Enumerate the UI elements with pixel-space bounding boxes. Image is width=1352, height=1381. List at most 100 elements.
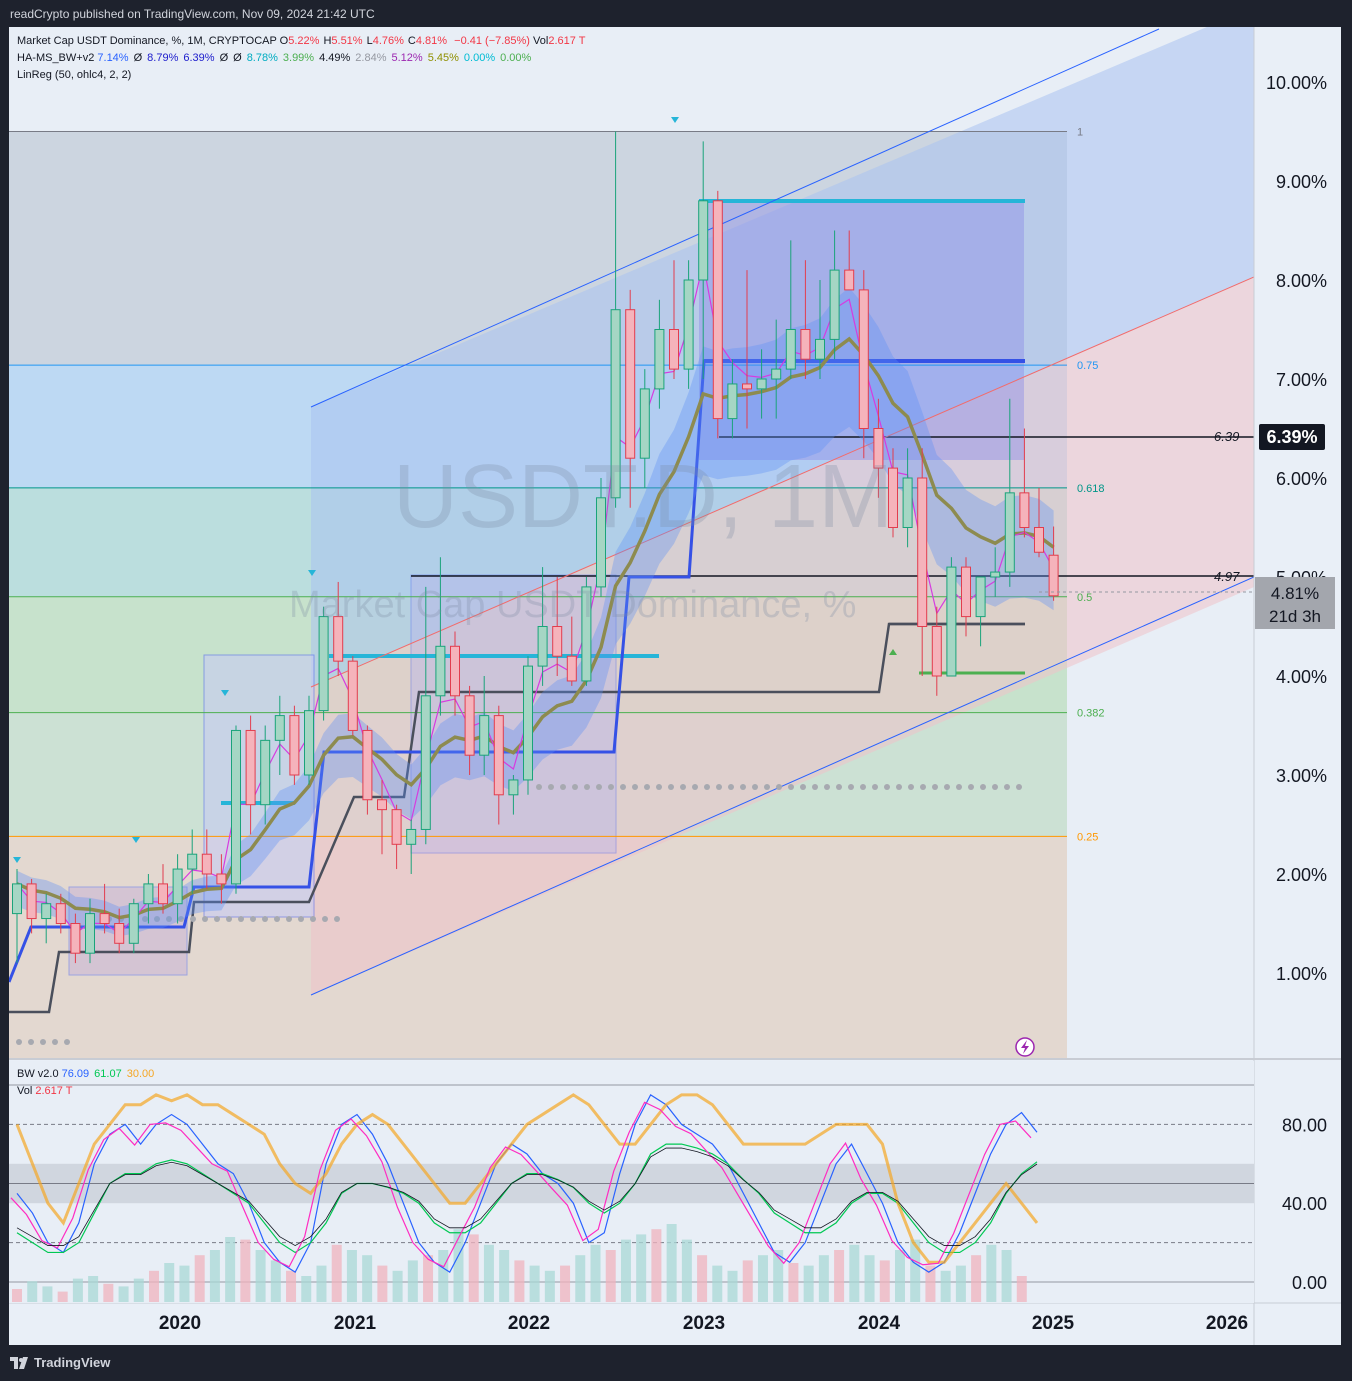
- dot: [668, 784, 674, 790]
- volume-bar: [712, 1265, 723, 1302]
- candle: [128, 898, 139, 954]
- vol-value: 2.617 T: [548, 35, 586, 47]
- ohlc-value: 5.22%: [288, 35, 320, 47]
- candle: [231, 725, 241, 894]
- sub-y-tick-label: 80.00: [1282, 1115, 1327, 1135]
- dot: [728, 784, 734, 790]
- ohlc-value: 4.76%: [372, 35, 404, 47]
- dot: [190, 916, 196, 922]
- y-tick-label: 8.00%: [1276, 271, 1327, 291]
- candle: [625, 289, 636, 508]
- dot: [692, 784, 698, 790]
- tradingview-logo[interactable]: TradingView: [10, 1355, 110, 1370]
- candle: [362, 725, 373, 815]
- candle-body: [172, 868, 183, 905]
- volume-bar: [544, 1270, 555, 1302]
- candle: [1048, 526, 1059, 601]
- candle-body: [756, 378, 767, 390]
- chart-svg[interactable]: 1 0.75 0.618 0.5 0.382 0.25 USDT.D, 1M Market …: [9, 27, 1341, 1345]
- candle-body: [508, 779, 519, 796]
- candle-body: [143, 883, 154, 905]
- candle: [523, 656, 533, 795]
- ma-cloud: [17, 287, 1054, 937]
- ha-value: 8.79%: [147, 52, 179, 64]
- candle-body: [245, 729, 256, 806]
- bw-legend[interactable]: BW v2.0 76.09 61.07 30.00: [17, 1068, 159, 1080]
- chart-frame[interactable]: 1 0.75 0.618 0.5 0.382 0.25 USDT.D, 1M Market …: [9, 27, 1341, 1345]
- candle-body: [1019, 492, 1030, 529]
- dot: [142, 916, 148, 922]
- channel-upper-fill: [311, 27, 1254, 687]
- candle-body: [858, 289, 869, 429]
- ha-name: HA-MS_BW+v2: [17, 52, 95, 64]
- candle: [1034, 487, 1044, 558]
- candle: [610, 131, 621, 508]
- candle: [800, 260, 811, 379]
- main-legend[interactable]: Market Cap USDT Dominance, %, 1M, CRYPTO…: [17, 35, 585, 47]
- dot: [596, 784, 602, 790]
- dot: [572, 784, 578, 790]
- candle: [187, 829, 198, 894]
- dot: [908, 784, 914, 790]
- candle: [347, 656, 358, 736]
- dot: [238, 916, 244, 922]
- candle-body: [566, 655, 577, 682]
- candle: [931, 606, 942, 696]
- candle: [304, 695, 314, 785]
- candle-body: [829, 269, 840, 340]
- vol-legend[interactable]: Vol 2.617 T: [17, 1085, 72, 1097]
- ohlc-value: 5.51%: [331, 35, 363, 47]
- lightning-icon[interactable]: [1015, 1037, 1035, 1057]
- ha-value: Ø: [233, 52, 242, 64]
- ha-values: 7.14% Ø 8.79% 6.39% Ø Ø 8.78% 3.99% 4.49% 2.84% 5.…: [97, 52, 536, 64]
- volume-bar: [316, 1265, 327, 1302]
- dot: [202, 916, 208, 922]
- volume-bar: [179, 1265, 190, 1302]
- volume-bar: [438, 1250, 449, 1302]
- volume-bar: [849, 1244, 860, 1302]
- candle-body: [435, 645, 446, 697]
- candle: [975, 576, 986, 647]
- candle-body: [289, 715, 300, 776]
- candle-body: [727, 383, 738, 420]
- x-tick-label: 2024: [858, 1313, 901, 1334]
- candle-body: [493, 715, 504, 796]
- volume-bar: [955, 1265, 966, 1302]
- volume-bar: [514, 1260, 525, 1302]
- volume-bar: [27, 1281, 38, 1302]
- volume-bar: [697, 1255, 708, 1302]
- candle: [946, 557, 957, 677]
- candle: [1004, 398, 1015, 587]
- signal-arrow-up-icon: [889, 649, 897, 655]
- volume-bar: [42, 1286, 53, 1302]
- candle-body: [610, 309, 621, 499]
- dot: [310, 916, 316, 922]
- ohlc-key: O: [279, 35, 289, 47]
- candle: [566, 616, 577, 686]
- candle-body: [85, 913, 95, 954]
- candle-body: [464, 695, 475, 756]
- dot: [872, 784, 878, 790]
- volume-bar: [133, 1278, 144, 1302]
- ha-legend[interactable]: HA-MS_BW+v2 7.14% Ø 8.79% 6.39% Ø Ø 8.78% 3.99%…: [17, 52, 536, 64]
- candle-body: [26, 883, 37, 920]
- y-tick-label: 1.00%: [1276, 964, 1327, 984]
- ha-value: 7.14%: [97, 52, 129, 64]
- candle-body: [479, 715, 490, 756]
- candle: [888, 448, 898, 538]
- candle: [12, 869, 22, 964]
- candle: [143, 874, 154, 924]
- candle-body: [931, 626, 942, 677]
- bw-series-line: [16, 1093, 1038, 1274]
- main-title: Market Cap USDT Dominance, %, 1M, CRYPTO…: [17, 35, 277, 47]
- footer-brand: TradingView: [34, 1355, 111, 1370]
- dot: [812, 784, 818, 790]
- linreg-legend[interactable]: LinReg (50, ohlc4, 2, 2): [17, 69, 131, 81]
- candle-body: [946, 566, 957, 677]
- y-tick-label: 2.00%: [1276, 865, 1327, 885]
- bw-values: 76.09 61.07 30.00: [62, 1068, 160, 1080]
- volume-bar: [118, 1286, 129, 1302]
- candle: [844, 230, 855, 291]
- ha-value: 0.00%: [500, 52, 532, 64]
- dot: [632, 784, 638, 790]
